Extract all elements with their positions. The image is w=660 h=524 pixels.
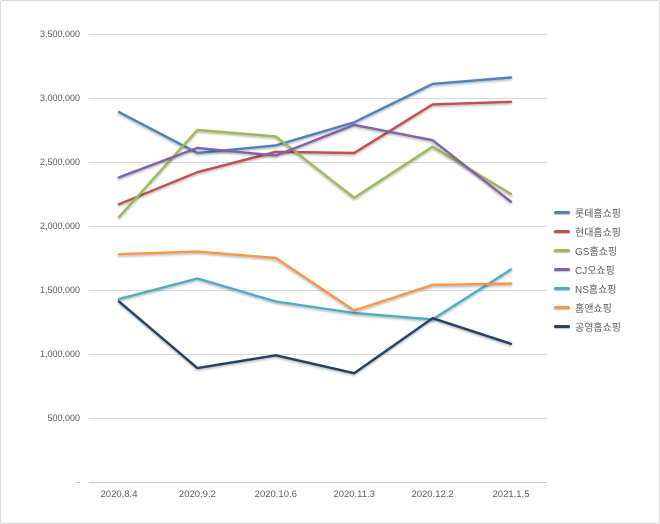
legend-item-5: 홈앤쇼핑 <box>554 298 621 317</box>
x-tick-label: 2021.1.5 <box>493 489 530 500</box>
legend-line-swatch <box>554 249 570 252</box>
legend-label: 롯데홈쇼핑 <box>575 209 621 220</box>
legend-line-swatch <box>554 211 570 214</box>
y-tick-label: 1,500,000 <box>40 285 80 295</box>
y-tick-label: 2,500,000 <box>40 157 80 167</box>
x-tick-label: 2020.9.2 <box>179 489 216 500</box>
legend-line-swatch <box>554 325 570 328</box>
legend-item-0: 롯데홈쇼핑 <box>554 203 621 222</box>
legend-item-6: 공영홈쇼핑 <box>554 317 621 336</box>
y-tick-label: 1,000,000 <box>40 349 80 359</box>
legend-label: 공영홈쇼핑 <box>575 323 621 334</box>
series-line-5 <box>117 250 513 312</box>
legend-item-4: NS홈쇼핑 <box>554 279 621 298</box>
y-tick-label: 3,000,000 <box>40 93 80 103</box>
series-line-1 <box>117 100 513 206</box>
series-line-3 <box>117 123 513 203</box>
y-tick-label: 3,500,000 <box>40 29 80 39</box>
y-tick-label: 2,000,000 <box>40 221 80 231</box>
series-line-6 <box>117 300 513 375</box>
legend-line-swatch <box>554 230 570 233</box>
legend-item-1: 현대홈쇼핑 <box>554 222 621 241</box>
y-tick-label: 500,000 <box>47 413 80 423</box>
legend-label: NS홈쇼핑 <box>575 285 617 296</box>
series-line-4 <box>117 268 513 321</box>
x-tick-label: 2020.8.4 <box>101 489 138 500</box>
x-tick-label: 2020.11.3 <box>333 489 375 500</box>
legend-line-swatch <box>554 306 570 309</box>
legend-label: 현대홈쇼핑 <box>575 228 621 239</box>
legend-line-swatch <box>554 287 570 290</box>
legend-item-3: CJ오쇼핑 <box>554 260 621 279</box>
x-tick-label: 2020.10.6 <box>255 489 297 500</box>
series-line-0 <box>117 76 513 155</box>
legend-label: CJ오쇼핑 <box>575 266 615 277</box>
legend-line-swatch <box>554 268 570 271</box>
series-line-2 <box>117 128 513 219</box>
legend-label: GS홈쇼핑 <box>575 247 618 258</box>
legend-label: 홈앤쇼핑 <box>575 304 612 315</box>
legend-item-2: GS홈쇼핑 <box>554 241 621 260</box>
y-tick-label: - <box>77 477 80 487</box>
x-tick-label: 2020.12.2 <box>411 489 453 500</box>
